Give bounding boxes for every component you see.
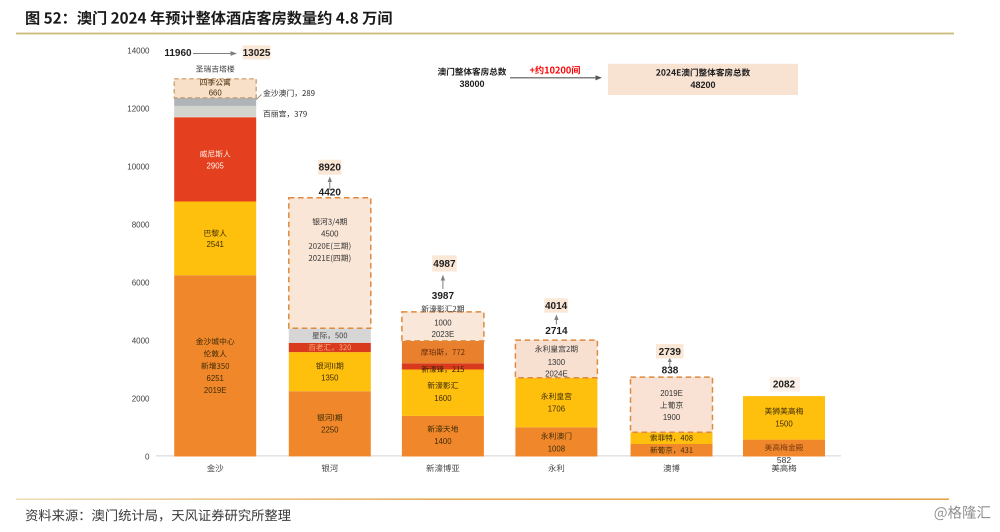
svg-text:4014: 4014 xyxy=(545,301,568,312)
svg-text:2250: 2250 xyxy=(321,426,339,435)
svg-text:2541: 2541 xyxy=(207,240,224,249)
svg-text:0: 0 xyxy=(145,452,150,461)
svg-text:2000: 2000 xyxy=(132,394,150,403)
svg-text:3987: 3987 xyxy=(432,291,455,302)
svg-text:13025: 13025 xyxy=(243,48,271,59)
svg-text:838: 838 xyxy=(662,366,679,377)
svg-text:2024E: 2024E xyxy=(545,369,568,378)
svg-text:4420: 4420 xyxy=(319,187,342,198)
svg-text:2739: 2739 xyxy=(659,347,682,358)
svg-text:2714: 2714 xyxy=(545,326,568,337)
svg-text:1000: 1000 xyxy=(434,318,452,327)
svg-text:10000: 10000 xyxy=(127,162,150,171)
svg-text:1900: 1900 xyxy=(663,413,681,422)
svg-text:4000: 4000 xyxy=(132,336,150,345)
svg-text:6000: 6000 xyxy=(132,278,150,287)
svg-text:6251: 6251 xyxy=(207,374,224,383)
svg-text:1500: 1500 xyxy=(775,419,793,428)
svg-text:14000: 14000 xyxy=(127,46,150,55)
svg-text:8000: 8000 xyxy=(132,220,150,229)
svg-text:4987: 4987 xyxy=(433,259,456,270)
svg-text:2019E: 2019E xyxy=(204,386,227,395)
svg-text:4500: 4500 xyxy=(321,230,339,239)
svg-text:1350: 1350 xyxy=(321,374,339,383)
svg-text:1400: 1400 xyxy=(434,437,452,446)
svg-text:2019E: 2019E xyxy=(660,389,683,398)
svg-text:48200: 48200 xyxy=(690,80,715,90)
svg-text:2023E: 2023E xyxy=(432,330,455,339)
svg-text:1706: 1706 xyxy=(548,405,565,414)
svg-text:8920: 8920 xyxy=(319,163,342,174)
svg-text:582: 582 xyxy=(777,455,791,465)
svg-text:12000: 12000 xyxy=(127,104,150,113)
svg-text:2082: 2082 xyxy=(773,380,796,391)
svg-text:1600: 1600 xyxy=(434,394,452,403)
svg-text:660: 660 xyxy=(209,88,223,97)
svg-text:1300: 1300 xyxy=(548,358,566,367)
svg-text:38000: 38000 xyxy=(459,79,484,89)
svg-text:1008: 1008 xyxy=(548,444,565,453)
svg-text:2905: 2905 xyxy=(207,161,225,170)
svg-text:11960: 11960 xyxy=(164,48,192,59)
